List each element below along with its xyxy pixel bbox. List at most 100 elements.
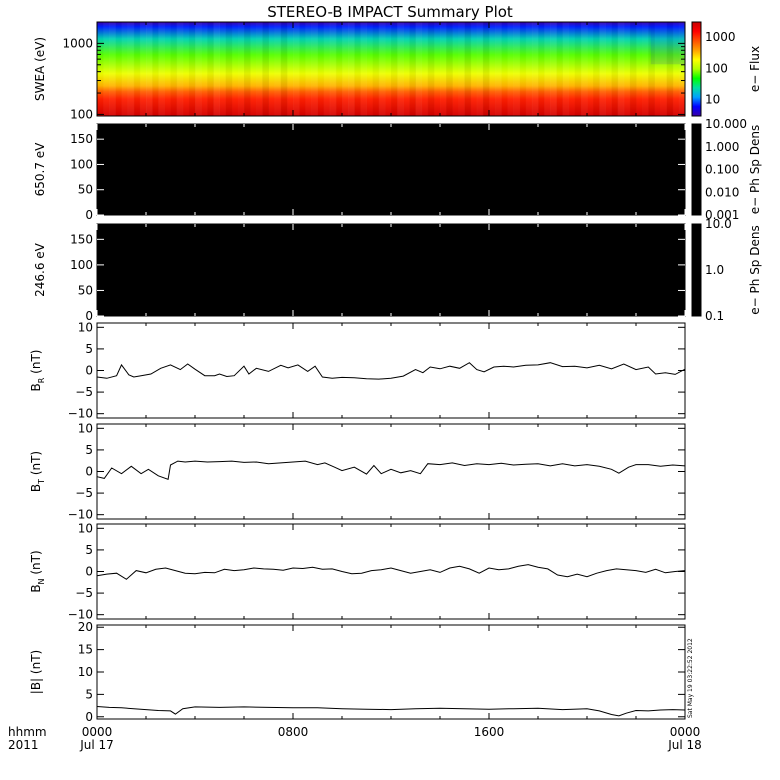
heatmap-column [97, 22, 104, 116]
colorbar-tick-label: 1.000 [705, 140, 739, 154]
heatmap-column [531, 22, 539, 116]
panel-swea: 10 100 1000 e− Flux 100 1000 SWEA (eV) [33, 21, 762, 121]
colorbar-label: e− Flux [748, 46, 762, 92]
y-tick-label: 10 [78, 421, 93, 435]
heatmap-column [642, 22, 649, 116]
heatmap-column [280, 22, 288, 116]
time-row2-label: 2011 [8, 738, 39, 752]
colorbar-tick-label: 10.000 [705, 117, 747, 131]
y-tick-label: 0 [85, 710, 93, 724]
colorbar-tick-label: 0.1 [705, 309, 724, 323]
y-axis-label-br: BR (nT) [29, 350, 46, 392]
heatmap-fill [97, 224, 685, 316]
y-label-subscript: R [37, 377, 46, 383]
heatmap-column [489, 22, 496, 116]
colorbar-label: e− Ph Sp Dens [748, 225, 762, 314]
heatmap-column [158, 22, 165, 116]
heatmap-column [501, 22, 508, 116]
time-tick-hhmm: 0000 [670, 725, 701, 739]
heatmap-column [550, 22, 557, 116]
colorbar-swea: 10 100 1000 e− Flux [691, 21, 762, 117]
heatmap-column [446, 22, 453, 116]
colorbar-frame [691, 21, 702, 117]
time-tick-hhmm: 0800 [278, 725, 309, 739]
heatmap-column [293, 22, 300, 116]
series-line-bmag [96, 706, 686, 717]
heatmap-column [152, 22, 159, 116]
heatmap-column [458, 22, 465, 116]
heatmap-column [305, 22, 312, 116]
heatmap-column [636, 22, 643, 116]
colorbar-fill [692, 124, 701, 215]
heatmap-column [520, 22, 527, 116]
heatmap-column [624, 22, 631, 116]
y-label-unit: (nT) [29, 451, 43, 479]
heatmap-column [109, 22, 116, 116]
heatmap-column [617, 22, 625, 116]
y-tick-label: 0 [85, 208, 93, 222]
heatmap-column [495, 22, 502, 116]
y-axis-label-bn: BN (nT) [29, 550, 46, 592]
y-tick-label: 5 [85, 687, 93, 701]
y-tick-label: −10 [68, 608, 93, 622]
heatmap-column [183, 22, 190, 116]
y-tick-label: 10 [78, 521, 93, 535]
heatmap-column [587, 22, 594, 116]
heatmap-column [678, 22, 686, 116]
y-tick-label: 100 [70, 157, 93, 171]
heatmap-column [415, 22, 423, 116]
heatmap-column [397, 22, 404, 116]
heatmap-column [188, 22, 196, 116]
heatmap-column [471, 22, 478, 116]
heatmap-column [323, 22, 331, 116]
y-tick-label: 150 [70, 132, 93, 146]
colorbar-tick-label: 1.0 [705, 263, 724, 277]
colorbar-fill [692, 22, 701, 116]
colorbar-tick-label: 1000 [705, 30, 736, 44]
y-tick-label: 5 [85, 342, 93, 356]
heatmap-column [201, 22, 208, 116]
heatmap-column [660, 22, 668, 116]
heatmap-column [115, 22, 122, 116]
heatmap-column [452, 22, 459, 116]
colorbar-label: e− Ph Sp Dens [748, 125, 762, 214]
heatmap-column [134, 22, 141, 116]
y-axis-label-pad246: 246.6 eV [33, 242, 47, 297]
heatmap-column [225, 22, 233, 116]
y-label-main: |B| (nT) [29, 650, 43, 694]
heatmap-column [244, 22, 251, 116]
heatmap-column [164, 22, 171, 116]
y-tick-label: 50 [78, 183, 93, 197]
time-tick-hhmm: 0000 [82, 725, 113, 739]
heatmap-column [482, 22, 490, 116]
y-label-main: B [29, 383, 43, 391]
heatmap-column [262, 22, 269, 116]
heatmap-column [580, 22, 588, 116]
heatmap-column [311, 22, 318, 116]
y-label-unit: (nT) [29, 350, 43, 378]
heatmap-column [525, 22, 533, 116]
heatmap-spectrogram [97, 22, 685, 116]
y-tick-label: 1000 [62, 36, 93, 50]
y-tick-label: 5 [85, 543, 93, 557]
y-axis-label-pad650: 650.7 eV [33, 142, 47, 197]
colorbar-tick-label: 100 [705, 61, 728, 75]
heatmap-column [207, 22, 214, 116]
heatmap-column [348, 22, 355, 116]
y-tick-label: 15 [78, 643, 93, 657]
panel-frame [96, 423, 686, 520]
heatmap-column [318, 22, 325, 116]
colorbar-fill [692, 224, 701, 316]
heatmap-column [232, 22, 239, 116]
panel-frame [96, 322, 686, 419]
heatmap-column [464, 22, 472, 116]
y-tick-label: −5 [75, 486, 93, 500]
colorbar-pad246: 10.0 1.0 0.1 e− Ph Sp Dens [691, 217, 762, 323]
heatmap-column [195, 22, 202, 116]
heatmap-column [562, 22, 570, 116]
y-tick-label: 150 [70, 232, 93, 246]
series-line-br [96, 362, 686, 380]
time-row1-label: hhmm [8, 725, 47, 739]
